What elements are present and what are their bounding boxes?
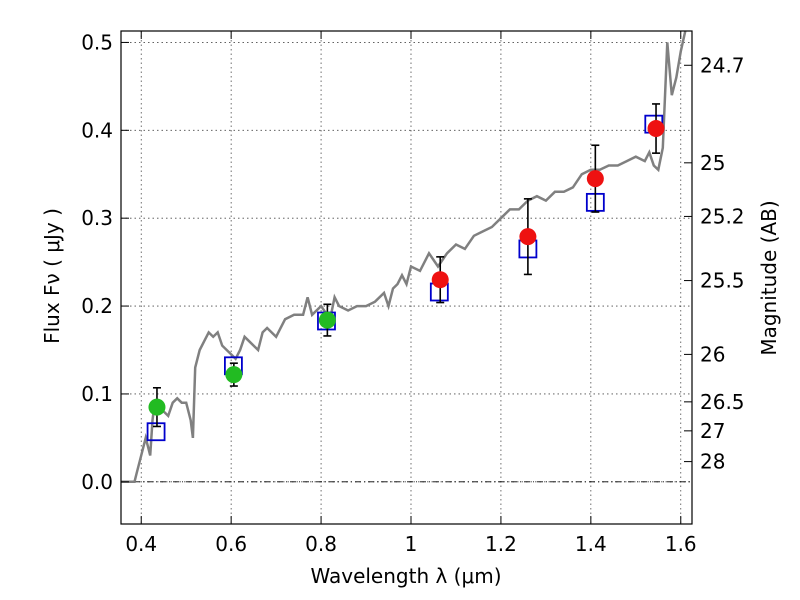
magnitude-tick-label: 25.5: [700, 269, 745, 293]
observed-flux-point: [647, 120, 665, 138]
x-tick-label: 1.2: [485, 532, 517, 556]
magnitude-tick-label: 28: [700, 450, 725, 474]
grid-layer: [121, 31, 692, 524]
ticks-layer: 0.4 0.6 0.8 1 1.2 1.4 1.6 0.0 0.1 0.2 0.3 0.4 0.5 24.…: [81, 30, 744, 556]
x-tick-label: 0.6: [215, 532, 247, 556]
y-tick-label: 0.4: [81, 118, 113, 142]
observed-flux-point: [225, 366, 243, 384]
observed-flux-point: [586, 170, 604, 188]
plot-frame: [120, 30, 693, 525]
x-tick-label: 0.4: [125, 532, 157, 556]
observed-flux-point: [318, 311, 336, 329]
y-tick-label: 0.5: [81, 30, 113, 54]
magnitude-tick-label: 27: [700, 419, 725, 443]
observed-flux-point: [519, 228, 537, 246]
x-tick-label: 0.8: [305, 532, 337, 556]
magnitude-tick-label: 26.5: [700, 390, 745, 414]
x-axis-label: Wavelength λ (μm): [310, 564, 501, 588]
magnitude-axis-label: Magnitude (AB): [757, 200, 781, 355]
magnitude-tick-label: 26: [700, 342, 725, 366]
magnitude-tick-label: 25.2: [700, 204, 745, 228]
observed-flux-point: [148, 398, 166, 416]
y-axis-label: Flux Fν ( μJy ): [40, 208, 64, 344]
model-spectrum-line: [121, 30, 687, 484]
x-tick-label: 1: [405, 532, 418, 556]
magnitude-tick-label: 24.7: [700, 53, 745, 77]
x-tick-label: 1.6: [665, 532, 697, 556]
model-photometry-square: [146, 422, 166, 442]
y-tick-label: 0.2: [81, 294, 113, 318]
magnitude-tick-label: 25: [700, 151, 725, 175]
marks-layer: [146, 103, 665, 442]
x-tick-label: 1.4: [575, 532, 607, 556]
observed-flux-point: [431, 271, 449, 289]
y-tick-label: 0.3: [81, 206, 113, 230]
y-tick-label: 0.0: [81, 470, 113, 494]
y-tick-label: 0.1: [81, 382, 113, 406]
